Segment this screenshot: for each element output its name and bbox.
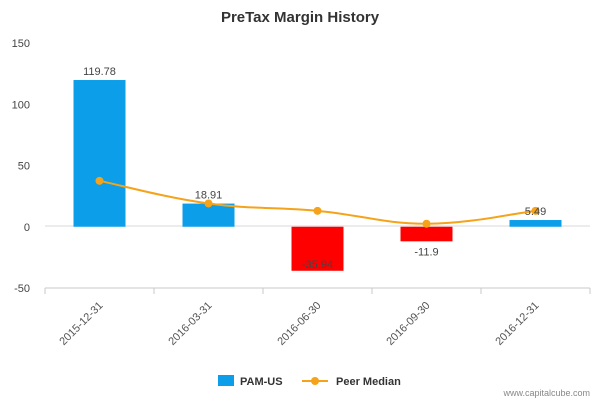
- legend-swatch-marker-peer-median: [311, 377, 319, 385]
- data-label-pam-us: 5.49: [525, 206, 546, 218]
- chart-title: PreTax Margin History: [221, 9, 380, 26]
- data-label-pam-us: 18.91: [195, 190, 223, 202]
- bar-series-pam-us: [73, 80, 562, 271]
- bar-pam-us: [182, 203, 235, 227]
- x-tick-label: 2016-12-31: [493, 300, 541, 348]
- data-label-pam-us: -35.94: [302, 259, 333, 271]
- y-axis-ticks: 150 100 50 0 -50: [12, 38, 30, 295]
- legend-label-pam-us: PAM-US: [240, 376, 283, 388]
- legend-swatch-pam-us: [218, 375, 234, 386]
- point-peer-median: [204, 199, 213, 208]
- point-peer-median: [313, 206, 322, 215]
- data-label-pam-us: -11.9: [414, 246, 438, 258]
- line-series-peer-median: [95, 176, 540, 228]
- legend-label-peer-median: Peer Median: [336, 376, 401, 388]
- x-tick-label: 2016-03-31: [166, 300, 214, 348]
- line-peer-median: [99, 179, 536, 225]
- y-tick-label: 100: [12, 99, 30, 111]
- y-tick-label: 0: [24, 222, 30, 234]
- point-peer-median: [531, 206, 540, 215]
- x-tick-label: 2016-09-30: [384, 300, 432, 348]
- x-tick-label: 2016-06-30: [275, 300, 323, 348]
- point-peer-median: [95, 176, 104, 185]
- watermark: www.capitalcube.com: [502, 388, 590, 398]
- data-labels: 119.78 18.91 -35.94 -11.9 5.49: [83, 66, 546, 271]
- point-peer-median: [422, 219, 431, 228]
- bar-pam-us: [291, 226, 344, 271]
- data-label-pam-us: 119.78: [83, 66, 116, 78]
- bar-pam-us: [509, 220, 562, 227]
- bar-pam-us: [400, 226, 453, 242]
- legend: PAM-US Peer Median: [218, 375, 401, 388]
- bar-pam-us: [73, 80, 126, 227]
- y-tick-label: 150: [12, 38, 30, 50]
- y-tick-label: -50: [14, 283, 30, 295]
- y-tick-label: 50: [18, 161, 30, 173]
- x-axis-ticks: 2015-12-31 2016-03-31 2016-06-30 2016-09-30…: [44, 288, 591, 348]
- x-tick-label: 2015-12-31: [57, 300, 105, 348]
